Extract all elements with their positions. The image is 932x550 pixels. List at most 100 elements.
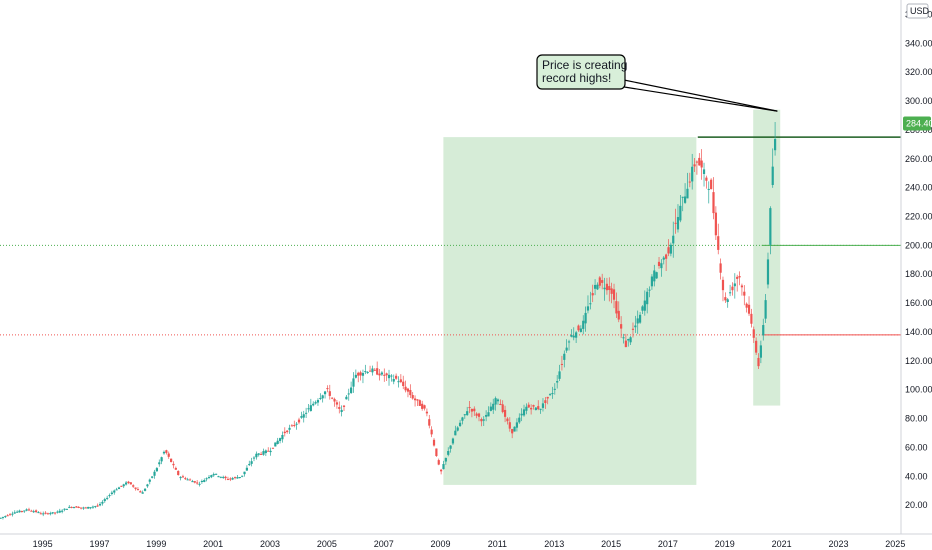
- candle-body: [42, 513, 45, 515]
- candle-body: [302, 414, 305, 418]
- candle-body: [421, 403, 424, 409]
- candle-body: [485, 414, 488, 417]
- candle-body: [390, 375, 393, 377]
- candle-body: [94, 506, 97, 508]
- x-tick-label: 2021: [772, 539, 792, 549]
- candle-body: [110, 492, 113, 494]
- candle-body: [84, 507, 87, 509]
- y-tick-label: 120.00: [905, 356, 932, 366]
- candle-body: [186, 479, 189, 481]
- candle-body: [586, 306, 590, 311]
- x-tick-label: 2019: [715, 539, 735, 549]
- candle-body: [68, 506, 71, 508]
- candle-body: [662, 257, 665, 260]
- candle-body: [525, 406, 528, 411]
- candle-body: [106, 497, 109, 499]
- candle-body: [643, 300, 646, 311]
- candle-body: [231, 478, 234, 480]
- candle-body: [771, 166, 774, 185]
- x-tick-label: 2001: [203, 539, 223, 549]
- candle-body: [705, 177, 708, 181]
- candle-body: [193, 481, 196, 483]
- candle-body: [276, 440, 279, 444]
- candle-body: [567, 341, 571, 343]
- candle-body: [532, 405, 535, 407]
- candle-body: [608, 286, 611, 291]
- candle-body: [700, 160, 703, 168]
- candle-body: [316, 400, 320, 403]
- candle-body: [522, 409, 526, 416]
- candle-body: [740, 285, 744, 288]
- candle-body: [255, 453, 258, 458]
- x-tick-label: 2005: [317, 539, 337, 549]
- highlight-zones: [443, 109, 781, 485]
- candle-body: [177, 470, 180, 475]
- y-tick-label: 160.00: [905, 298, 932, 308]
- candle-body: [136, 489, 140, 491]
- candle-body: [141, 492, 144, 494]
- candle-body: [181, 476, 185, 478]
- candle-body: [537, 406, 540, 410]
- candle-body: [430, 429, 433, 435]
- candle-body: [184, 478, 187, 480]
- candle-body: [129, 482, 132, 485]
- candle-body: [515, 422, 519, 428]
- candle-body: [262, 451, 265, 455]
- x-tick-label: 2017: [658, 539, 678, 549]
- x-tick-label: 1995: [33, 539, 53, 549]
- candle-body: [314, 402, 317, 404]
- candle-body: [622, 337, 625, 339]
- candle-body: [366, 372, 369, 374]
- candle-body: [319, 397, 322, 399]
- candle-body: [683, 196, 687, 203]
- candle-body: [373, 369, 376, 371]
- candle-body: [530, 407, 533, 410]
- candle-body: [707, 188, 710, 190]
- candle-body: [416, 399, 419, 401]
- x-tick-label: 1997: [89, 539, 109, 549]
- candle-body: [399, 379, 402, 383]
- candle-body: [321, 395, 324, 399]
- y-tick-label: 260.00: [905, 154, 932, 164]
- candle-body: [297, 419, 301, 423]
- candle-body: [728, 292, 732, 294]
- candle-body: [584, 312, 587, 324]
- candle-body: [328, 391, 331, 396]
- candle-body: [383, 374, 386, 376]
- candle-body: [257, 453, 260, 455]
- candle-body: [77, 506, 80, 508]
- candle-body: [660, 263, 663, 269]
- candle-body: [56, 511, 59, 513]
- candle-body: [496, 399, 500, 402]
- candle-body: [335, 402, 339, 405]
- candle-body: [477, 413, 481, 417]
- candle-body: [295, 423, 298, 425]
- candle-body: [712, 192, 715, 214]
- candle-body: [264, 450, 267, 454]
- annotation-leader-line: [617, 85, 778, 112]
- candle-body: [667, 247, 670, 254]
- candle-body: [11, 513, 14, 515]
- annotation-leader-line: [623, 79, 778, 112]
- y-tick-label: 40.00: [905, 471, 928, 481]
- candle-body: [570, 334, 573, 337]
- candle-body: [724, 297, 727, 301]
- candle-body: [676, 217, 680, 230]
- candle-body: [726, 299, 729, 302]
- candle-body: [188, 479, 192, 481]
- candle-body: [151, 476, 154, 478]
- candle-body: [267, 450, 270, 452]
- candle-body: [506, 418, 509, 422]
- level-lines: [0, 136, 901, 336]
- annotation-callout: Price is creating record highs!: [536, 54, 778, 112]
- candle-body: [215, 473, 218, 475]
- candle-body: [293, 425, 296, 427]
- candle-body: [224, 476, 227, 479]
- candle-body: [601, 280, 604, 283]
- candle-body: [117, 487, 121, 490]
- candle-body: [444, 457, 447, 462]
- candle-body: [688, 181, 691, 183]
- candle-body: [278, 438, 282, 441]
- candle-body: [518, 417, 521, 423]
